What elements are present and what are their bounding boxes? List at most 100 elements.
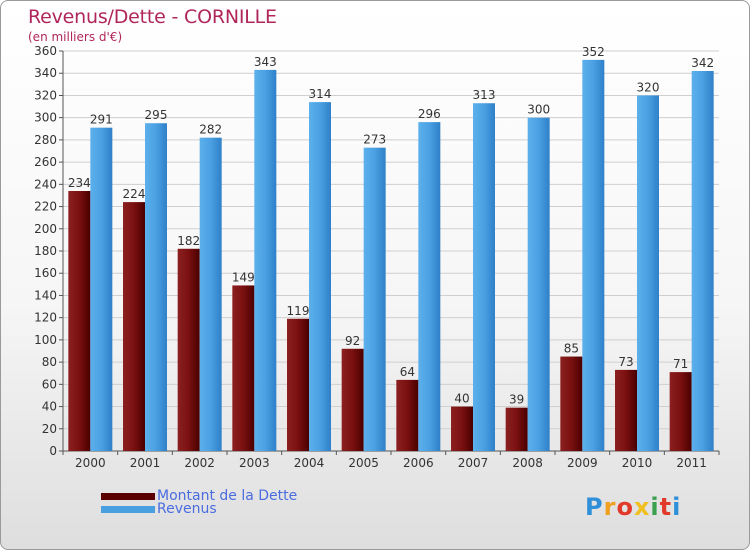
legend-swatch-revenus: [101, 505, 155, 513]
bar-revenus: [691, 71, 714, 451]
value-label: 85: [564, 342, 579, 356]
bar-revenus: [363, 147, 386, 451]
bar-revenus: [418, 122, 441, 451]
bar-revenus: [145, 123, 167, 451]
x-tick-label: 2003: [239, 456, 270, 470]
value-label: 149: [232, 270, 255, 284]
legend-item-debt: Montant de la Dette: [101, 488, 298, 504]
value-label: 296: [418, 107, 441, 121]
bar-revenus: [254, 69, 277, 451]
y-tick-label: 340: [34, 66, 57, 80]
value-label: 40: [454, 392, 469, 406]
axes: 0 20 40 60 80 100 120 140 160 180 200 220 240 260 280 3…: [34, 44, 720, 470]
x-tick-label: 2005: [348, 456, 379, 470]
logo-letter: o: [616, 493, 634, 521]
y-tick-label: 40: [42, 400, 57, 414]
value-label: 182: [177, 234, 200, 248]
bar-dette: [68, 191, 91, 451]
x-tick-label: 2000: [75, 456, 106, 470]
bar-revenus: [473, 103, 495, 451]
bar-revenus: [309, 102, 331, 451]
logo-letter: x: [633, 493, 651, 521]
x-tick-label: 2004: [294, 456, 325, 470]
y-tick-label: 140: [34, 288, 57, 302]
legend-label-debt: Montant de la Dette: [157, 488, 298, 504]
value-label: 313: [473, 88, 496, 102]
x-tick-label: 2009: [567, 456, 598, 470]
chart-title: Revenus/Dette - CORNILLE: [28, 6, 277, 28]
y-tick-label: 280: [34, 133, 57, 147]
value-label: 295: [145, 108, 168, 122]
x-tick-label: 2008: [512, 456, 543, 470]
logo-letter: t: [659, 493, 673, 521]
legend-item-revenus: Revenus: [101, 501, 217, 517]
bar-dette: [505, 407, 528, 451]
y-tick-label: 160: [34, 266, 57, 280]
logo-letter: r: [603, 493, 617, 521]
legend-label-revenus: Revenus: [157, 501, 217, 517]
y-tick-label: 200: [34, 222, 57, 236]
value-label: 234: [68, 176, 91, 190]
value-label: 342: [691, 56, 714, 70]
value-label: 119: [287, 304, 310, 318]
value-label: 352: [582, 45, 605, 59]
y-tick-label: 240: [34, 177, 57, 191]
bar-dette: [341, 348, 364, 451]
bar-dette: [615, 369, 637, 451]
value-label: 282: [199, 123, 222, 137]
y-tick-label: 0: [49, 444, 57, 458]
logo-letter: i: [672, 493, 682, 521]
y-tick-label: 80: [42, 355, 57, 369]
grid-lines: [63, 50, 719, 452]
value-label: 291: [90, 113, 113, 127]
value-label: 73: [618, 355, 633, 369]
y-tick-label: 300: [34, 111, 57, 125]
bar-dette: [123, 202, 145, 451]
x-tick-label: 2007: [458, 456, 489, 470]
logo-letter: i: [650, 493, 660, 521]
bars: [68, 59, 714, 452]
y-tick-label: 180: [34, 244, 57, 258]
value-label: 64: [400, 365, 415, 379]
x-tick-label: 2001: [130, 456, 161, 470]
x-tick-label: 2002: [184, 456, 215, 470]
x-tick-label: 2006: [403, 456, 434, 470]
y-tick-label: 360: [34, 44, 57, 58]
bar-dette: [232, 285, 255, 451]
value-label: 39: [509, 393, 524, 407]
value-label: 71: [673, 357, 688, 371]
y-tick-label: 100: [34, 333, 57, 347]
logo-letter: P: [585, 493, 604, 521]
proxiti-logo: Proxiti: [585, 493, 681, 521]
y-tick-label: 60: [42, 377, 57, 391]
bar-revenus: [199, 137, 222, 451]
bar-revenus: [637, 95, 659, 451]
value-label: 314: [309, 87, 332, 101]
value-label: 320: [637, 80, 660, 94]
value-label: 300: [527, 103, 550, 117]
bar-dette: [451, 406, 473, 451]
y-tick-label: 320: [34, 88, 57, 102]
bar-dette: [177, 248, 200, 451]
y-tick-label: 220: [34, 200, 57, 214]
y-tick-label: 120: [34, 311, 57, 325]
y-tick-label: 260: [34, 155, 57, 169]
value-label: 224: [123, 187, 146, 201]
bar-dette: [560, 356, 583, 451]
bar-dette: [396, 379, 419, 451]
legend-swatch-debt: [101, 492, 155, 500]
value-label: 343: [254, 55, 277, 69]
bar-revenus: [582, 59, 605, 452]
value-label: 273: [363, 133, 386, 147]
value-label: 92: [345, 334, 360, 348]
chart-subtitle: (en milliers d'€): [28, 30, 123, 44]
bar-revenus: [90, 127, 113, 452]
bar-revenus: [527, 117, 550, 452]
y-tick-label: 20: [42, 422, 57, 436]
value-labels: 234 291 224 295 182 282 149 343 119 314 92 273 64 296…: [68, 45, 714, 407]
bar-dette: [287, 318, 309, 451]
bar-dette: [669, 372, 692, 451]
x-tick-label: 2010: [622, 456, 653, 470]
